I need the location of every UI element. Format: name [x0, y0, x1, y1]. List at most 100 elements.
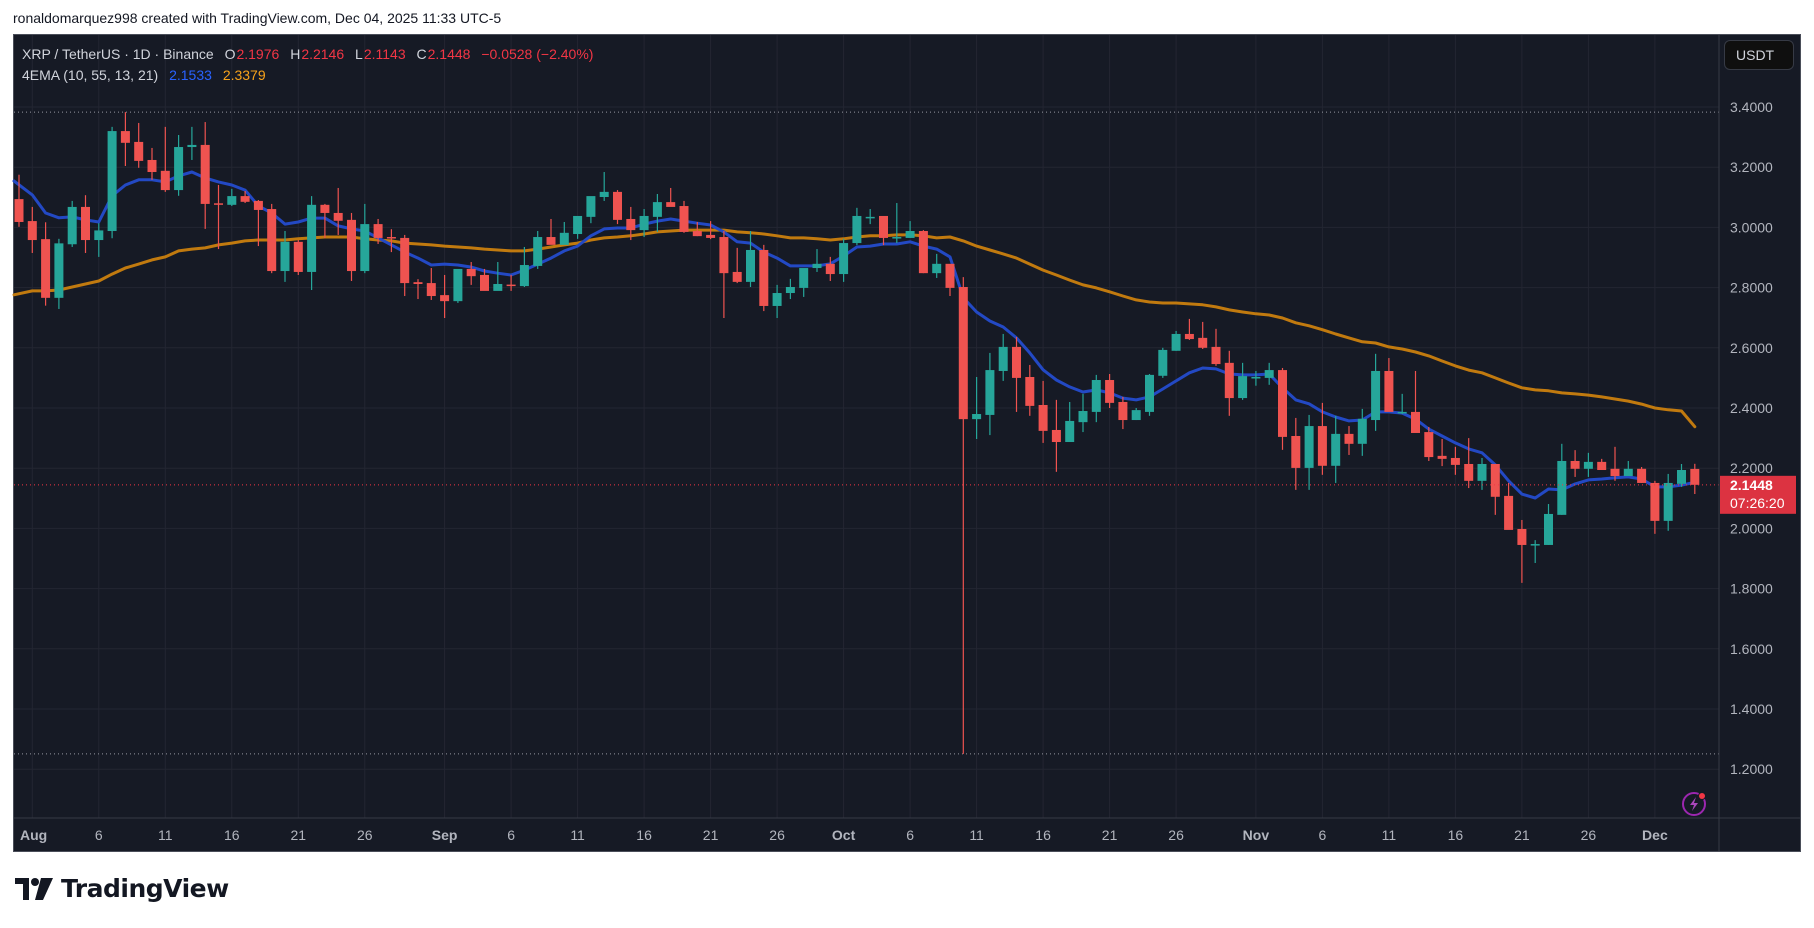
candle [134, 122, 144, 168]
candle [559, 221, 569, 245]
chart-caption: ronaldomarquez998 created with TradingVi… [13, 10, 502, 26]
candle [546, 218, 556, 245]
candle [1570, 450, 1580, 477]
time-tick-label: 6 [1319, 827, 1327, 843]
candle [240, 190, 250, 204]
candle [307, 196, 317, 291]
candle [918, 230, 928, 274]
candle [892, 203, 902, 244]
candle [253, 200, 263, 247]
candle [94, 223, 104, 257]
candle [1224, 350, 1234, 416]
candle [533, 231, 543, 269]
candle [147, 147, 157, 180]
candle [1411, 370, 1420, 433]
grid-lines [14, 35, 1719, 818]
low-label: L [355, 46, 363, 62]
candle [1012, 336, 1021, 412]
price-tick-label: 1.6000 [1730, 641, 1773, 657]
candle [1637, 466, 1647, 483]
candle [160, 126, 170, 192]
candle [27, 206, 37, 253]
candle [200, 122, 210, 229]
candle [41, 222, 51, 306]
candle [347, 212, 356, 281]
time-tick-label: 26 [1168, 827, 1184, 843]
candle [1357, 408, 1367, 456]
ema-slow-value: 2.3379 [222, 67, 266, 83]
candle [626, 206, 636, 241]
tradingview-logo-icon [15, 877, 53, 900]
tradingview-logo[interactable]: TradingView [15, 874, 229, 903]
candle [267, 203, 277, 274]
time-tick-label: 16 [1448, 827, 1464, 843]
open-value: 2.1976 [236, 46, 280, 62]
candle [293, 240, 303, 275]
candle [1344, 426, 1354, 455]
candle [1145, 373, 1154, 416]
candle [280, 231, 290, 282]
candle [1464, 438, 1474, 489]
candle [453, 268, 463, 303]
price-tick-label: 2.4000 [1730, 400, 1773, 416]
candle [1610, 446, 1620, 481]
candle [852, 207, 862, 246]
candle [1450, 446, 1460, 475]
candle [613, 190, 622, 225]
time-tick-label: 16 [1035, 827, 1051, 843]
currency-button[interactable]: USDT [1724, 40, 1794, 70]
change-value: −0.0528 (−2.40%) [481, 46, 594, 62]
candle [386, 229, 396, 253]
symbol-title[interactable]: XRP / TetherUS · 1D · Binance [22, 46, 214, 62]
price-tick-label: 1.4000 [1730, 701, 1773, 717]
lightning-icon[interactable] [1680, 788, 1710, 822]
candle [1211, 328, 1221, 366]
candle [54, 238, 64, 309]
candle [1278, 367, 1287, 450]
candle [932, 253, 942, 278]
time-tick-label: 16 [224, 827, 240, 843]
candle [1504, 482, 1514, 530]
open-label: O [224, 46, 236, 62]
time-tick-label: 16 [636, 827, 652, 843]
low-value: 2.1143 [363, 46, 406, 62]
candle [519, 246, 529, 287]
candle [14, 174, 24, 227]
candle [692, 221, 702, 237]
candle [772, 284, 782, 319]
candle [466, 262, 476, 285]
candle [1131, 408, 1141, 421]
candle [480, 268, 489, 291]
time-tick-label: Nov [1243, 827, 1270, 843]
time-tick-label: 11 [1382, 827, 1397, 843]
price-tick-label: 3.2000 [1730, 159, 1773, 175]
candle [1663, 473, 1673, 531]
candle [785, 278, 795, 300]
candle [573, 215, 583, 239]
price-tick-label: 2.2000 [1730, 460, 1773, 476]
chart-panel[interactable] [13, 34, 1801, 852]
time-tick-label: 11 [969, 827, 984, 843]
candle [373, 218, 383, 244]
time-tick-label: 21 [703, 827, 719, 843]
ema-slow-line [12, 228, 1697, 429]
close-label: C [416, 46, 427, 62]
candle [679, 200, 689, 233]
candle [1677, 463, 1686, 487]
time-tick-label: 21 [1514, 827, 1530, 843]
candle [1158, 347, 1168, 378]
price-tick-label: 1.8000 [1730, 581, 1773, 597]
candle [360, 203, 370, 274]
price-tick-label: 2.0000 [1730, 520, 1773, 536]
candle [1105, 373, 1115, 408]
candle [1397, 393, 1407, 415]
last-price-label [1720, 475, 1796, 514]
candle [1623, 460, 1633, 477]
candle [746, 231, 755, 287]
price-tick-label: 2.8000 [1730, 280, 1773, 296]
indicator-title[interactable]: 4EMA (10, 55, 13, 21) [22, 67, 159, 83]
time-tick-label: 11 [570, 827, 585, 843]
candle [1038, 380, 1048, 443]
svg-text:2.1448: 2.1448 [1730, 477, 1773, 493]
